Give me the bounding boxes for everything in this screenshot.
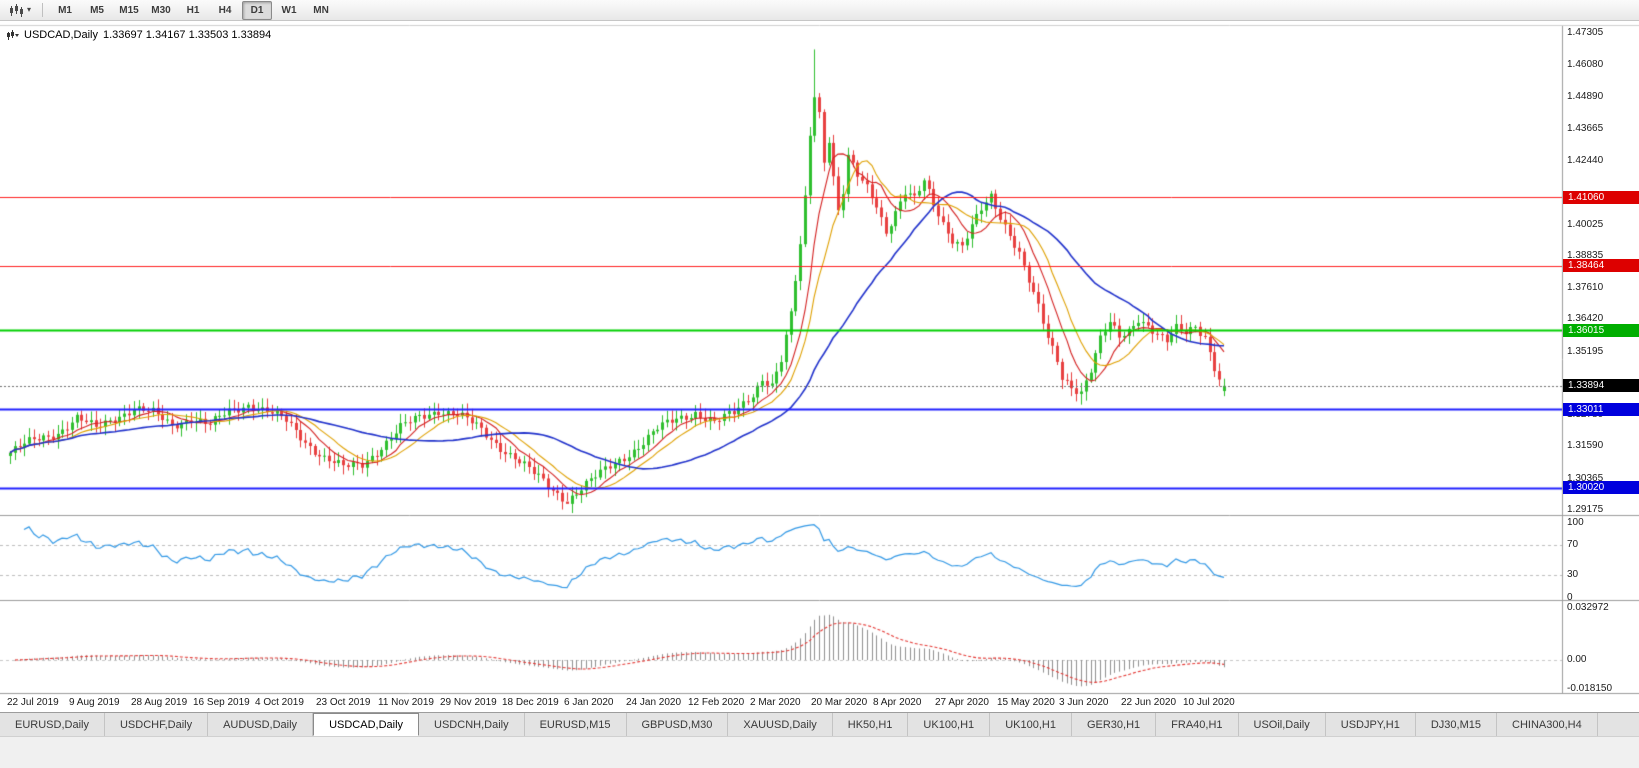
chart-tab-uk100-h1[interactable]: UK100,H1 [908,713,991,736]
top-toolbar: ▾ M1 M5 M15 M30 H1 H4 D1 W1 MN [0,0,1639,21]
timeframe-button-h1[interactable]: H1 [186,4,200,16]
chart-tab-usdjpy-h1[interactable]: USDJPY,H1 [1325,713,1416,736]
chart-tab-ger30-h1[interactable]: GER30,H1 [1071,713,1157,736]
chart-ohlc-values: 1.33697 1.34167 1.33503 1.33894 [102,29,272,41]
chart-menu-caret-icon: ▾ [27,5,32,14]
toolbar-separator [42,3,44,17]
timeframe-button-w1[interactable]: W1 [281,4,297,16]
chart-window-icon [7,29,19,40]
chart-tab-hk50-h1[interactable]: HK50,H1 [832,713,909,736]
chart-tab-eurusd-daily[interactable]: EURUSD,Daily [0,713,105,736]
chart-tab-fra40-h1[interactable]: FRA40,H1 [1156,713,1239,736]
chart-tab-usdchf-daily[interactable]: USDCHF,Daily [104,713,209,736]
chart-tab-usdcnh-daily[interactable]: USDCNH,Daily [419,713,525,736]
timeframe-button-m1[interactable]: M1 [58,4,72,16]
chart-tab-usdcad-daily[interactable]: USDCAD,Daily [313,713,420,736]
timeframe-button-m30[interactable]: M30 [151,4,171,16]
chart-tab-china300-h4[interactable]: CHINA300,H4 [1497,713,1598,736]
timeframe-button-h4[interactable]: H4 [218,4,232,16]
timeframe-button-group: M1 M5 M15 M30 H1 H4 D1 W1 MN [49,0,337,20]
timeframe-button-m5[interactable]: M5 [90,4,104,16]
timeframe-button-mn[interactable]: MN [313,4,329,16]
chart-tab-usoil-daily[interactable]: USOil,Daily [1238,713,1326,736]
chart-tab-bar: EURUSD,Daily USDCHF,Daily AUDUSD,Daily USDC… [0,712,1639,736]
chart-tab-gbpusd-m30[interactable]: GBPUSD,M30 [626,713,729,736]
chart-tab-dj30-m15[interactable]: DJ30,M15 [1415,713,1497,736]
chart-tab-xauusd-daily[interactable]: XAUUSD,Daily [728,713,833,736]
candlestick-chart-icon [10,3,23,17]
chart-window-header: USDCAD,Daily 1.33697 1.34167 1.33503 1.3… [7,29,271,41]
chart-tab-uk100-h1[interactable]: UK100,H1 [990,713,1072,736]
status-bar [0,736,1639,768]
chart-type-button[interactable]: ▾ [4,1,36,20]
chart-tab-audusd-daily[interactable]: AUDUSD,Daily [208,713,314,736]
chart-tab-eurusd-m15[interactable]: EURUSD,M15 [524,713,627,736]
timeframe-button-d1[interactable]: D1 [242,0,273,20]
chart-symbol-label: USDCAD,Daily [24,29,98,41]
timeframe-button-m15[interactable]: M15 [119,4,139,16]
